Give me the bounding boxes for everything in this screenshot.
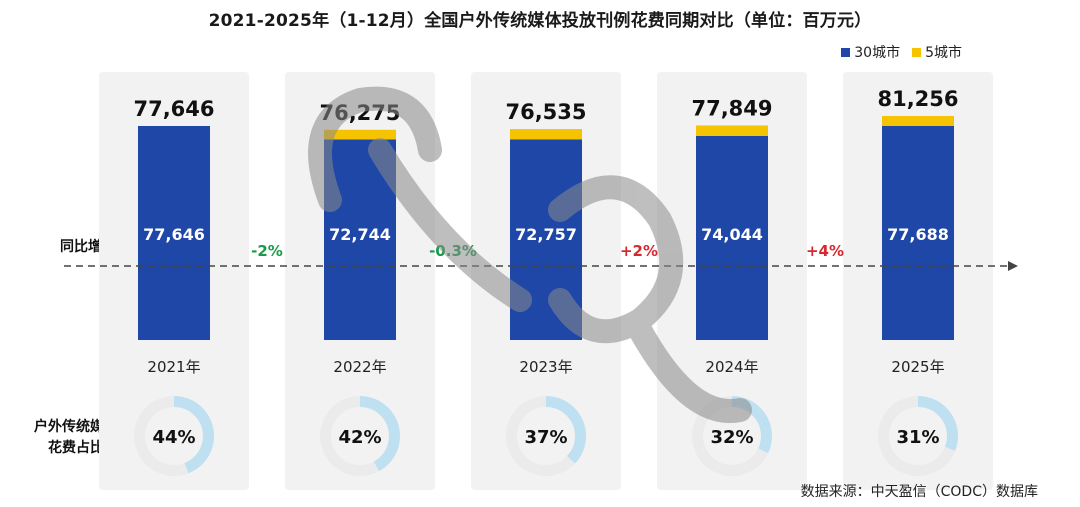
year-label-0: 2021年 [147,358,200,376]
share-ring-fill-2 [506,396,586,476]
share-label-4: 31% [896,427,939,448]
share-row-label-1: 户外传统媒体 [34,419,118,435]
bar-5-cities-4 [882,116,954,126]
bar-value-label-1: 72,744 [329,225,391,244]
total-label-0: 77,646 [133,97,214,121]
year-label-3: 2024年 [705,358,758,376]
bar-value-label-2: 72,757 [515,225,577,244]
share-ring-fill-4 [878,396,958,476]
growth-label-3: +4% [806,242,844,260]
legend-item-30-cities: 30城市 [841,42,900,62]
bar-5-cities-1 [324,129,396,140]
bar-value-label-3: 74,044 [701,225,763,244]
chart-title: 2021-2025年（1-12月）全国户外传统媒体投放刊例花费同期对比（单位：百… [208,11,872,31]
growth-label-2: +2% [620,242,658,260]
bar-30-cities-3 [696,135,768,340]
bar-value-label-0: 77,646 [143,225,205,244]
year-label-4: 2025年 [891,358,944,376]
share-ring-fill-0 [134,396,214,476]
total-label-2: 76,535 [505,100,586,124]
growth-label-0: -2% [251,242,283,260]
legend-swatch-5-cities [912,47,922,57]
bar-5-cities-3 [696,125,768,136]
share-ring-fill-1 [320,396,400,476]
legend-item-5-cities: 5城市 [912,42,962,62]
data-source: 数据来源：中天盈信（CODC）数据库 [800,484,1038,500]
watermark-logo [308,86,752,423]
share-label-3: 32% [710,427,753,448]
year-label-2: 2023年 [519,358,572,376]
chart-legend: 30城市 5城市 [841,42,962,62]
bar-30-cities-4 [882,125,954,340]
share-label-0: 44% [152,427,195,448]
legend-label-5-cities: 5城市 [925,45,962,61]
bar-5-cities-2 [510,129,582,140]
legend-label-30-cities: 30城市 [854,45,901,61]
total-label-3: 77,849 [691,96,772,120]
share-label-1: 42% [338,427,381,448]
legend-swatch-30-cities [841,47,851,57]
total-label-4: 81,256 [877,87,958,111]
year-label-1: 2022年 [333,358,386,376]
share-label-2: 37% [524,427,567,448]
growth-arrow-head [1008,261,1018,271]
bar-value-label-4: 77,688 [887,225,949,244]
share-row-label-2: 花费占比 [48,440,104,456]
bar-30-cities-0 [138,126,210,340]
